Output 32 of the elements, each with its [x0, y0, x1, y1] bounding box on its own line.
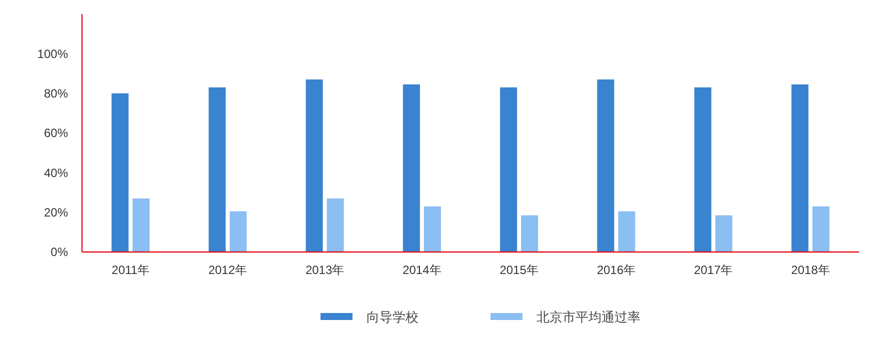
x-tick-label: 2016年: [596, 263, 636, 277]
bar: [208, 87, 226, 252]
bar: [230, 211, 247, 252]
bar: [812, 206, 830, 252]
x-tick-label: 2018年: [791, 263, 830, 277]
x-tick-label: 2011年: [112, 263, 150, 277]
bar: [306, 79, 323, 252]
legend-label: 向导学校: [366, 310, 418, 325]
x-tick-label: 2017年: [694, 263, 733, 277]
y-tick-label: 0%: [50, 245, 68, 260]
bar: [521, 215, 538, 252]
bar: [132, 198, 150, 252]
y-tick-label: 20%: [44, 206, 68, 220]
y-tick-label: 60%: [44, 126, 68, 140]
legend-label: 北京市平均通过率: [536, 310, 640, 325]
bar: [597, 79, 614, 252]
bar: [618, 211, 636, 252]
bar: [500, 87, 518, 252]
y-tick-label: 80%: [44, 86, 68, 101]
x-tick-label: 2012年: [208, 263, 248, 277]
bar: [112, 93, 129, 252]
y-tick-label: 100%: [37, 46, 68, 61]
x-tick-label: 2014年: [402, 263, 442, 277]
bar: [424, 206, 441, 252]
y-tick-label: 40%: [44, 166, 68, 180]
x-tick-label: 2013年: [305, 263, 344, 277]
bar: [694, 87, 712, 252]
bar: [715, 215, 732, 252]
bar: [402, 84, 420, 252]
x-tick-label: 2015年: [500, 263, 538, 277]
bar: [791, 84, 808, 252]
bar: [326, 198, 344, 252]
